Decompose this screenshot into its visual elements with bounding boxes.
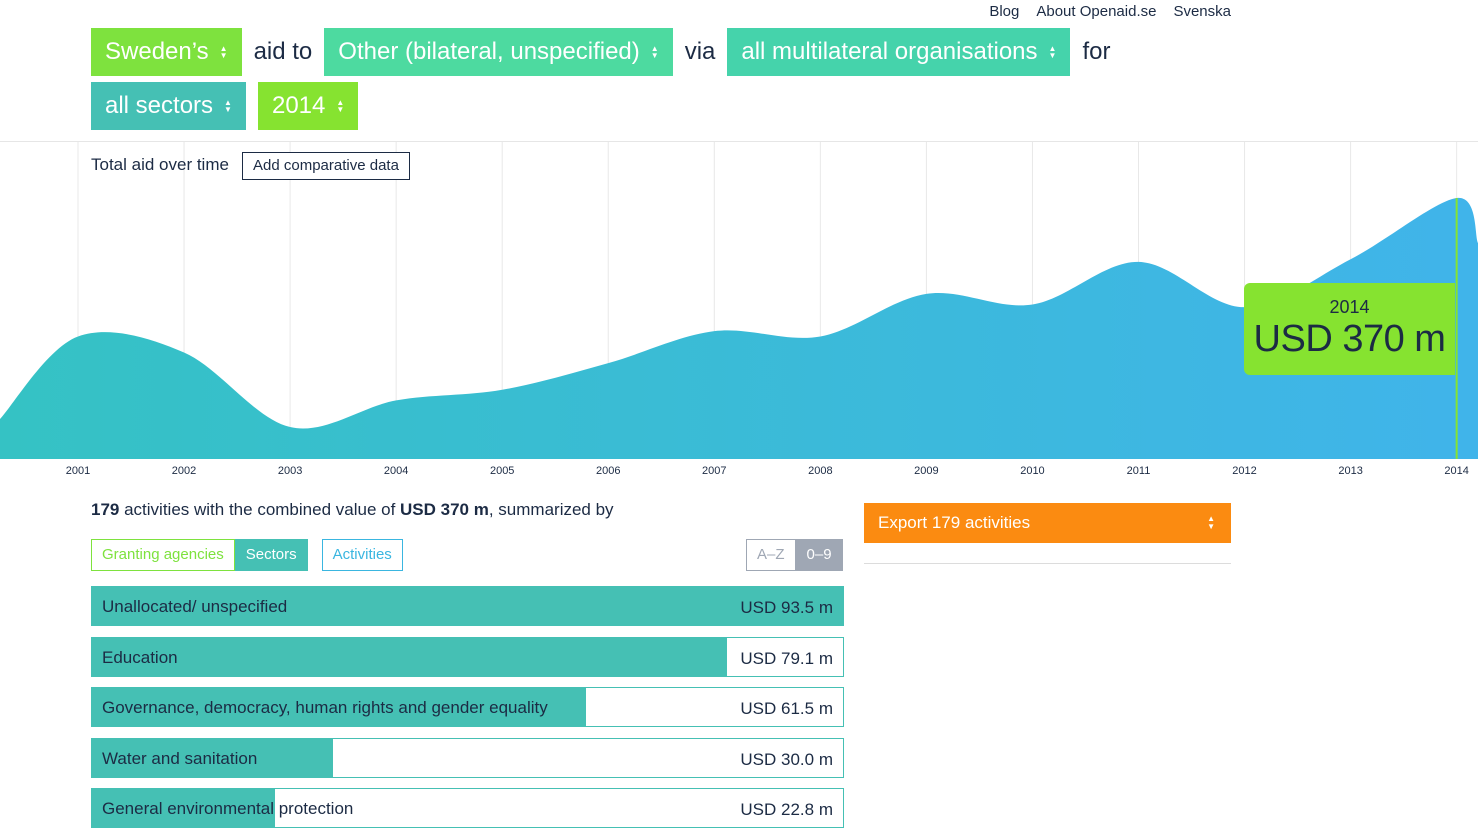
sector-label: General environmental protection xyxy=(102,799,354,819)
sector-amount: USD 61.5 m xyxy=(740,699,833,719)
via-text: via xyxy=(684,38,716,65)
sector-bar-fill xyxy=(92,738,333,777)
recipient-select[interactable]: Other (bilateral, unspecified) ▲ ▼ xyxy=(324,28,673,76)
donor-value: Sweden’s xyxy=(105,38,209,65)
selected-year-tooltip: 2014 USD 370 m xyxy=(1244,283,1455,375)
combined-value: USD 370 m xyxy=(400,500,489,519)
x-tick-label[interactable]: 2013 xyxy=(1338,465,1362,477)
summary-text-1: activities with the combined value of xyxy=(119,500,401,519)
activities-summary: 179 activities with the combined value o… xyxy=(91,500,614,520)
activity-count: 179 xyxy=(91,500,120,519)
export-activities-button[interactable]: Export 179 activities ▲ ▼ xyxy=(864,503,1231,543)
x-tick-label[interactable]: 2007 xyxy=(702,465,726,477)
aid-over-time-chart: 2001 2002 2003 2004 2005 2006 2007 2008 2009 2010… xyxy=(0,141,1478,482)
export-label: Export 179 activities xyxy=(878,513,1031,532)
sort-arrows-icon: ▲ ▼ xyxy=(650,44,659,60)
sector-amount: USD 93.5 m xyxy=(740,598,833,617)
channel-value: all multilateral organisations xyxy=(741,38,1038,65)
summary-tabs: Granting agencies Sectors Activities xyxy=(91,539,403,571)
sector-bar-fill xyxy=(92,789,276,828)
sort-alphabetical-button[interactable]: A–Z xyxy=(746,539,796,571)
x-tick-label[interactable]: 2011 xyxy=(1127,465,1151,477)
sector-value: all sectors xyxy=(105,92,214,119)
language-link[interactable]: Svenska xyxy=(1173,3,1231,20)
year-value: 2014 xyxy=(271,92,326,119)
x-tick-label[interactable]: 2014 xyxy=(1444,465,1468,477)
top-nav: Blog About Openaid.se Svenska xyxy=(989,3,1231,20)
tab-sectors[interactable]: Sectors xyxy=(234,539,308,571)
filter-sentence: Sweden’s ▲ ▼ aid to Other (bilateral, uns… xyxy=(91,28,1191,136)
sort-arrows-icon: ▲ ▼ xyxy=(1048,44,1057,60)
summary-text-2: , summarized by xyxy=(488,500,614,519)
sort-arrows-icon: ▲ ▼ xyxy=(336,98,345,114)
x-tick-label[interactable]: 2012 xyxy=(1232,465,1256,477)
sort-arrows-icon: ▲ ▼ xyxy=(224,98,232,114)
x-tick-label[interactable]: 2004 xyxy=(384,465,408,477)
sector-amount: USD 30.0 m xyxy=(740,749,833,769)
recipient-value: Other (bilateral, unspecified) xyxy=(338,38,640,65)
divider xyxy=(864,563,1231,564)
x-tick-label[interactable]: 2006 xyxy=(596,465,620,477)
about-link[interactable]: About Openaid.se xyxy=(1036,3,1157,20)
x-tick-label[interactable]: 2003 xyxy=(278,465,302,477)
chart-title: Total aid over time xyxy=(91,155,229,174)
sector-bar-fill xyxy=(92,688,586,727)
sector-row[interactable]: Unallocated/ unspecified USD 93.5 m xyxy=(91,586,844,626)
add-comparative-data-button[interactable]: Add comparative data xyxy=(242,152,410,180)
tooltip-value: USD 370 m xyxy=(1253,318,1446,360)
sort-toggle: A–Z 0–9 xyxy=(746,539,843,571)
sector-label: Unallocated/ unspecified xyxy=(102,597,288,616)
sort-arrows-icon: ▲ ▼ xyxy=(219,44,228,60)
blog-link[interactable]: Blog xyxy=(989,3,1020,20)
channel-select[interactable]: all multilateral organisations ▲ ▼ xyxy=(727,28,1071,76)
sector-label: Governance, democracy, human rights and … xyxy=(102,698,548,718)
x-tick-label[interactable]: 2009 xyxy=(914,465,938,477)
sector-select[interactable]: all sectors ▲ ▼ xyxy=(91,82,246,130)
sector-bar-fill xyxy=(92,587,843,625)
x-tick-label[interactable]: 2008 xyxy=(808,465,832,477)
x-tick-label[interactable]: 2001 xyxy=(66,465,90,477)
sector-row[interactable]: Education USD 79.1 m xyxy=(91,636,844,677)
aid-area-series xyxy=(0,197,1478,459)
year-select[interactable]: 2014 ▲ ▼ xyxy=(257,82,359,130)
sort-numeric-button[interactable]: 0–9 xyxy=(795,539,843,571)
x-tick-label[interactable]: 2010 xyxy=(1020,465,1044,477)
sector-amount: USD 22.8 m xyxy=(740,800,833,820)
tab-activities[interactable]: Activities xyxy=(321,539,403,571)
aid-to-text: aid to xyxy=(253,38,313,65)
sector-label: Education xyxy=(102,647,178,667)
donor-select[interactable]: Sweden’s ▲ ▼ xyxy=(91,28,242,76)
sector-row[interactable]: General environmental protection USD 22.… xyxy=(91,788,844,829)
x-tick-label[interactable]: 2002 xyxy=(172,465,196,477)
sector-amount: USD 79.1 m xyxy=(740,648,833,668)
x-tick-label[interactable]: 2005 xyxy=(490,465,514,477)
sector-row[interactable]: Governance, democracy, human rights and … xyxy=(91,687,844,728)
sector-label: Water and sanitation xyxy=(102,748,258,768)
sector-row[interactable]: Water and sanitation USD 30.0 m xyxy=(91,737,844,778)
tab-granting-agencies[interactable]: Granting agencies xyxy=(91,539,235,571)
sort-arrows-icon: ▲ ▼ xyxy=(1207,514,1215,531)
tooltip-year: 2014 xyxy=(1329,297,1370,317)
for-text: for xyxy=(1082,38,1111,65)
sector-bar-fill xyxy=(92,637,728,676)
sector-list: Unallocated/ unspecified USD 93.5 m Educ… xyxy=(91,586,844,839)
